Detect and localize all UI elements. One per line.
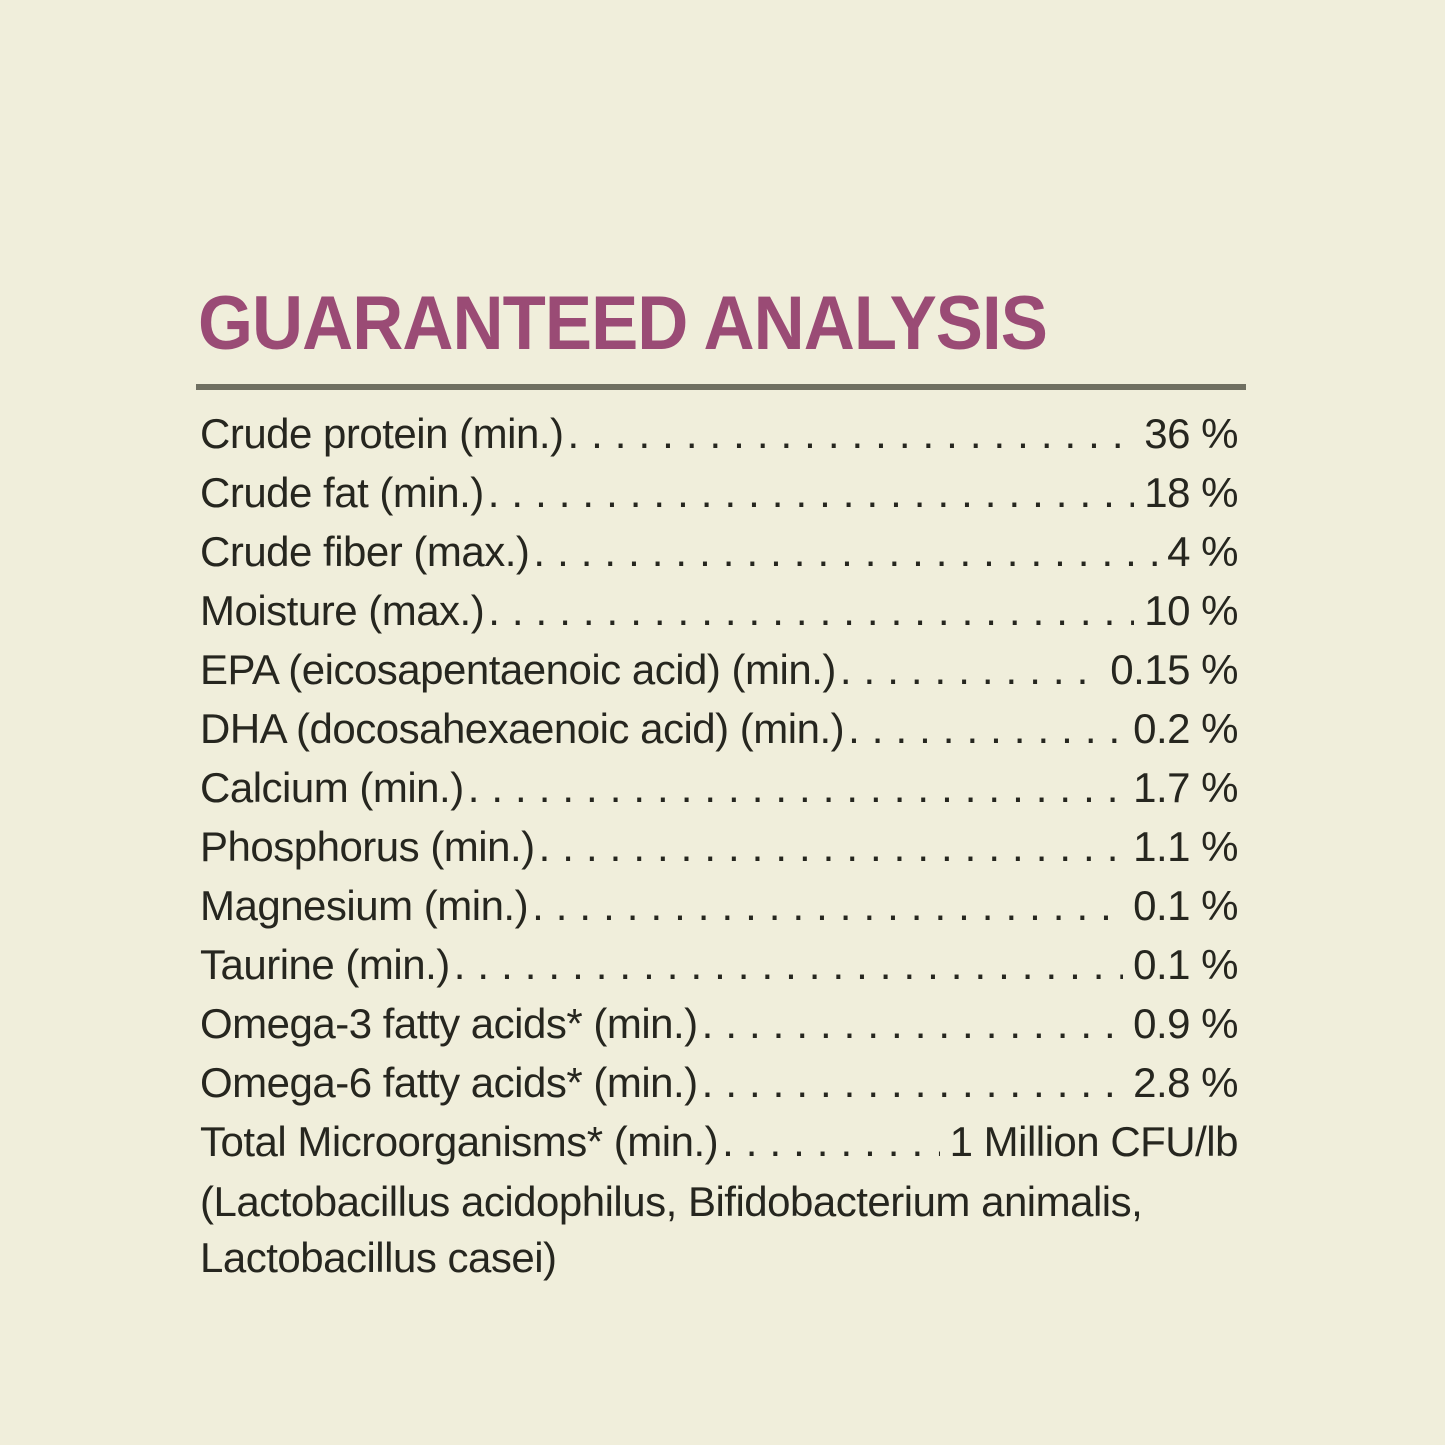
dot-leader (840, 640, 1100, 699)
dot-leader (722, 1112, 939, 1171)
panel-title: GUARANTEED ANALYSIS (198, 281, 1048, 366)
analysis-row: EPA (eicosapentaenoic acid) (min.) 0.15 … (200, 640, 1238, 699)
analysis-row: Phosphorus (min.) 1.1 % (200, 817, 1238, 876)
dot-leader (488, 581, 1134, 640)
nutrient-value: 1 Million CFU/lb (949, 1118, 1239, 1165)
probiotic-species-note: (Lactobacillus acidophilus, Bifidobacter… (200, 1174, 1340, 1286)
analysis-row: Taurine (min.) 0.1 % (200, 935, 1238, 994)
dot-leader (848, 699, 1123, 758)
analysis-row: Magnesium (min.) 0.1 % (200, 876, 1238, 935)
dot-leader (533, 522, 1157, 581)
nutrient-value: 0.1 % (1133, 882, 1238, 929)
nutrient-label: Magnesium (min.) (200, 882, 529, 929)
analysis-row: Moisture (max.) 10 % (200, 581, 1238, 640)
footnote-line: (Lactobacillus acidophilus, Bifidobacter… (200, 1178, 1143, 1225)
dot-leader (532, 876, 1123, 935)
nutrient-value: 1.1 % (1133, 823, 1238, 870)
analysis-row: Crude fat (min.) 18 % (200, 463, 1238, 522)
nutrient-label: Omega-3 fatty acids* (min.) (200, 1000, 698, 1047)
dot-leader (488, 463, 1135, 522)
nutrient-label: Crude fiber (max.) (200, 528, 530, 575)
analysis-row: DHA (docosahexaenoic acid) (min.) 0.2 % (200, 699, 1238, 758)
nutrient-label: Calcium (min.) (200, 764, 464, 811)
nutrient-value: 0.1 % (1133, 941, 1238, 988)
nutrient-label: Crude fat (min.) (200, 469, 484, 516)
dot-leader (702, 994, 1123, 1053)
nutrient-value: 0.15 % (1110, 646, 1238, 693)
nutrient-value: 0.9 % (1133, 1000, 1238, 1047)
nutrient-value: 0.2 % (1133, 705, 1238, 752)
dot-leader (539, 817, 1123, 876)
analysis-table: Crude protein (min.) 36 % Crude fat (min… (200, 404, 1239, 1171)
nutrient-value: 4 % (1167, 528, 1238, 575)
analysis-row: Calcium (min.) 1.7 % (200, 758, 1238, 817)
title-divider (196, 384, 1246, 390)
nutrient-label: Moisture (max.) (200, 587, 485, 634)
nutrient-label: DHA (docosahexaenoic acid) (min.) (200, 705, 845, 752)
nutrient-label: Phosphorus (min.) (200, 823, 535, 870)
dot-leader (567, 404, 1134, 463)
dot-leader (468, 758, 1123, 817)
nutrient-label: Crude protein (min.) (200, 410, 564, 457)
footnote-line: Lactobacillus casei) (200, 1234, 557, 1281)
dot-leader (702, 1053, 1123, 1112)
nutrient-value: 10 % (1144, 587, 1238, 634)
nutrient-value: 18 % (1144, 469, 1238, 516)
analysis-row: Omega-3 fatty acids* (min.) 0.9 % (200, 994, 1238, 1053)
analysis-row: Total Microorganisms* (min.) 1 Million C… (200, 1112, 1239, 1171)
nutrient-label: Total Microorganisms* (min.) (200, 1118, 719, 1165)
nutrient-value: 1.7 % (1133, 764, 1238, 811)
analysis-row: Crude fiber (max.) 4 % (200, 522, 1238, 581)
nutrient-value: 36 % (1144, 410, 1238, 457)
nutrient-label: Omega-6 fatty acids* (min.) (200, 1059, 698, 1106)
analysis-row: Omega-6 fatty acids* (min.) 2.8 % (200, 1053, 1238, 1112)
nutrient-value: 2.8 % (1133, 1059, 1238, 1106)
nutrient-label: Taurine (min.) (200, 941, 450, 988)
analysis-row: Crude protein (min.) 36 % (200, 404, 1238, 463)
dot-leader (454, 935, 1123, 994)
nutrient-label: EPA (eicosapentaenoic acid) (min.) (200, 646, 836, 693)
